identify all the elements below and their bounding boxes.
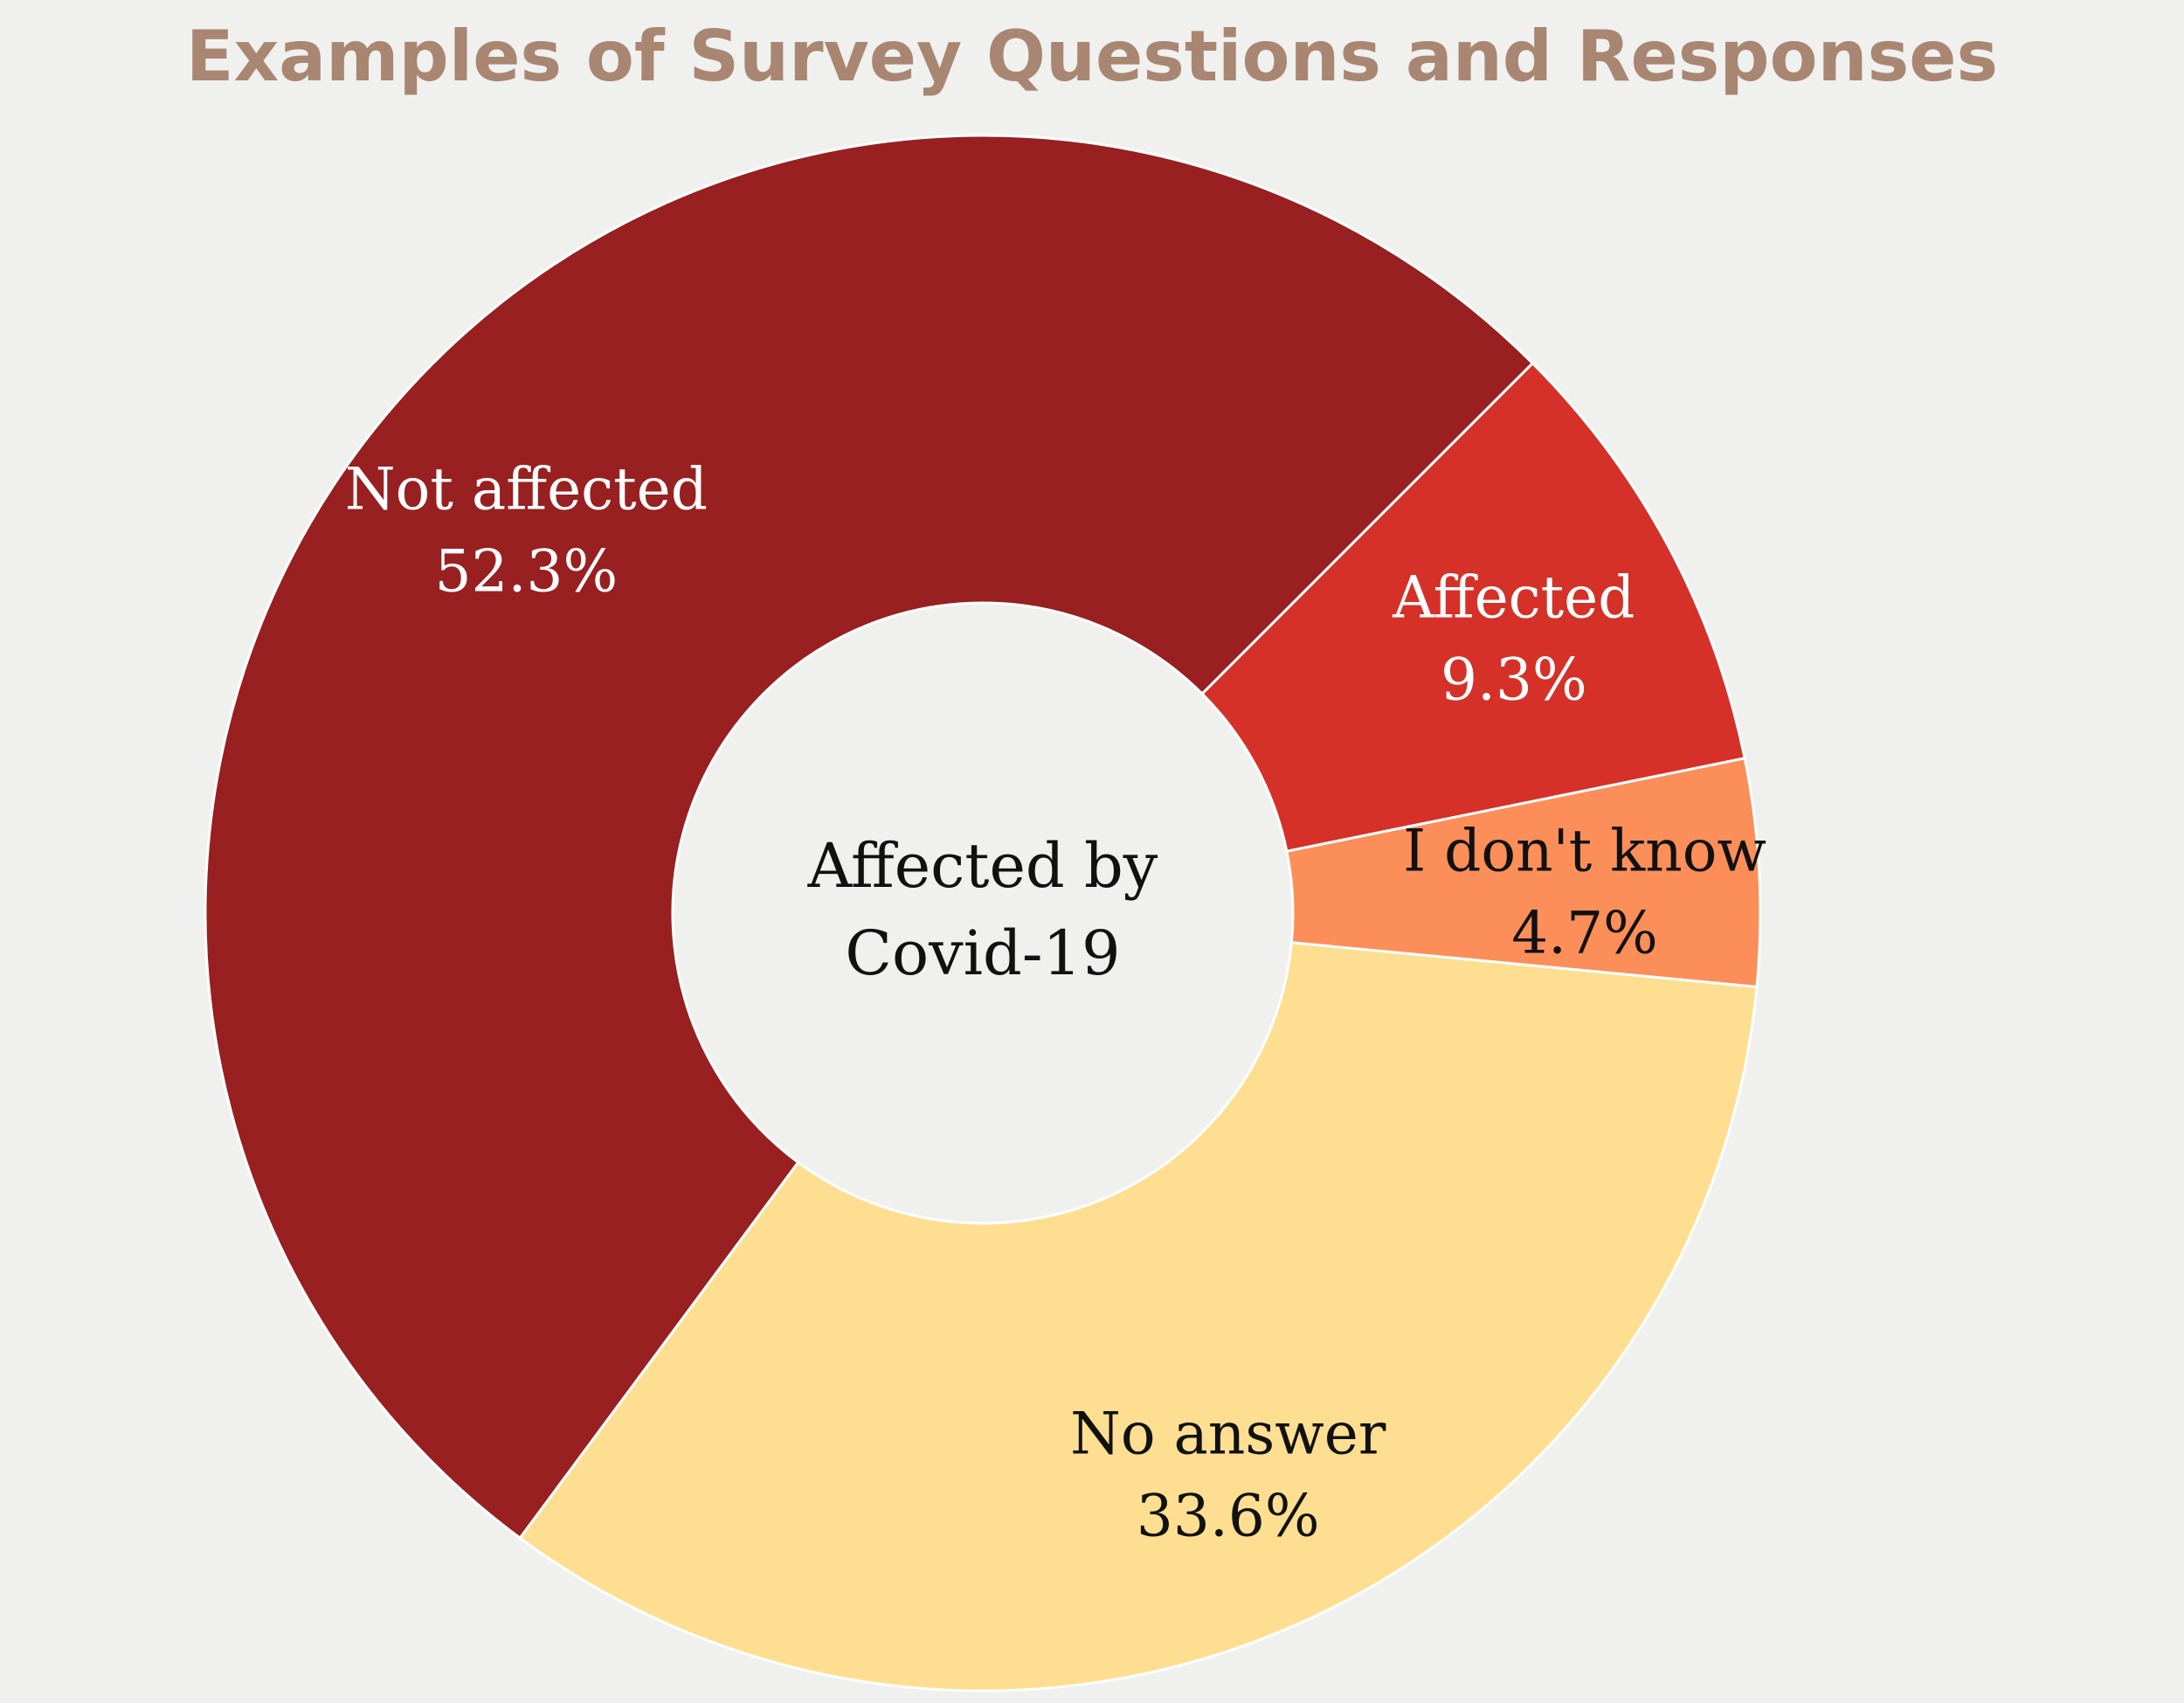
slice-label-i-don-t-know: I don't know <box>1403 818 1766 885</box>
slice-value-i-don-t-know: 4.7% <box>1511 900 1658 967</box>
center-label: Affected by Covid-19 <box>807 830 1158 989</box>
center-label-line-2: Covid-19 <box>845 917 1120 989</box>
slice-labels: Affected 9.3% I don't know 4.7% No answer 33.… <box>345 455 1766 1549</box>
slice-value-affected: 9.3% <box>1441 646 1587 713</box>
donut-slices <box>204 134 1762 1693</box>
slice-value-not-affected: 52.3% <box>435 537 619 605</box>
slice-label-affected: Affected <box>1392 564 1635 631</box>
chart-title: Examples of Survey Questions and Respons… <box>185 16 1999 97</box>
slice-not-affected <box>204 134 1535 1540</box>
slice-affected <box>1199 361 1746 854</box>
slice-value-no-answer: 33.6% <box>1137 1482 1320 1549</box>
center-label-line-1: Affected by <box>807 830 1158 902</box>
slice-label-not-affected: Not affected <box>345 455 708 523</box>
slice-label-no-answer: No answer <box>1070 1400 1386 1467</box>
slice-no-answer <box>518 941 1759 1693</box>
